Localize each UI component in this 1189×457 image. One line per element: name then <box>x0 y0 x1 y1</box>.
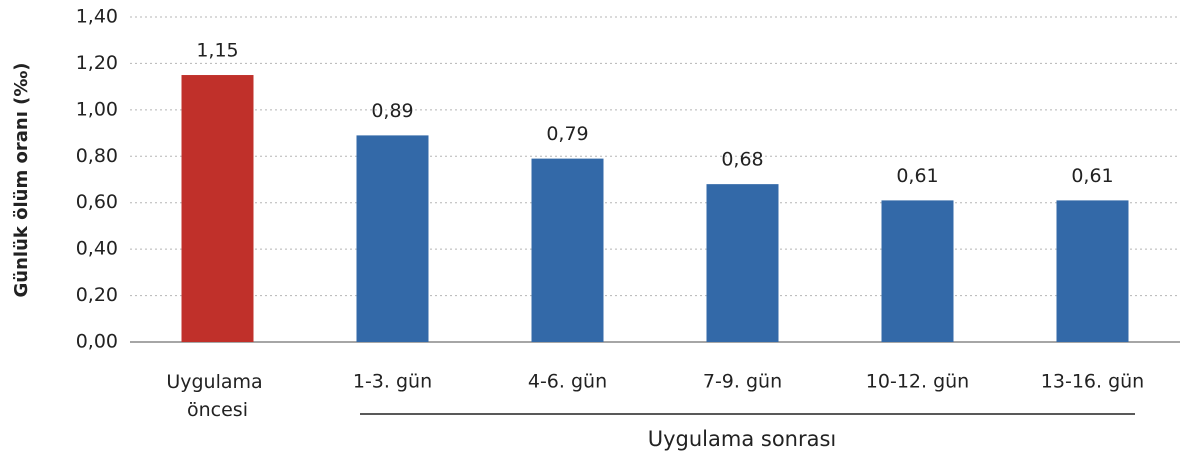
bar <box>1056 200 1129 342</box>
y-tick-label: 1,00 <box>76 98 118 120</box>
bar <box>881 200 954 342</box>
y-tick-label: 1,40 <box>76 6 118 28</box>
x-tick-label: 1-3. gün <box>353 371 432 393</box>
group-label: Uygulama sonrası <box>648 427 837 451</box>
y-tick-label: 0,40 <box>76 238 118 260</box>
y-tick-label: 0,80 <box>76 145 118 167</box>
bar <box>531 158 604 342</box>
x-tick-label: 4-6. gün <box>528 371 607 393</box>
y-tick-label: 0,60 <box>76 191 118 213</box>
bar <box>356 135 429 342</box>
x-tick-label: Uygulama öncesi <box>166 371 268 421</box>
x-tick-label: 13-16. gün <box>1041 371 1144 393</box>
x-tick-label: 10-12. gün <box>866 371 969 393</box>
bar <box>181 75 254 343</box>
data-label: 0,61 <box>1071 165 1113 187</box>
y-axis-label: Günlük ölüm oranı (‰) <box>11 62 32 297</box>
y-tick-label: 0,20 <box>76 284 118 306</box>
data-label: 0,61 <box>896 165 938 187</box>
data-label: 1,15 <box>196 40 238 62</box>
data-label: 0,68 <box>721 149 763 171</box>
y-tick-label: 1,20 <box>76 52 118 74</box>
data-label: 0,89 <box>371 100 413 122</box>
x-tick-label: 7-9. gün <box>703 371 782 393</box>
y-tick-label: 0,00 <box>76 331 118 353</box>
bar <box>706 184 779 342</box>
data-label: 0,79 <box>546 123 588 145</box>
